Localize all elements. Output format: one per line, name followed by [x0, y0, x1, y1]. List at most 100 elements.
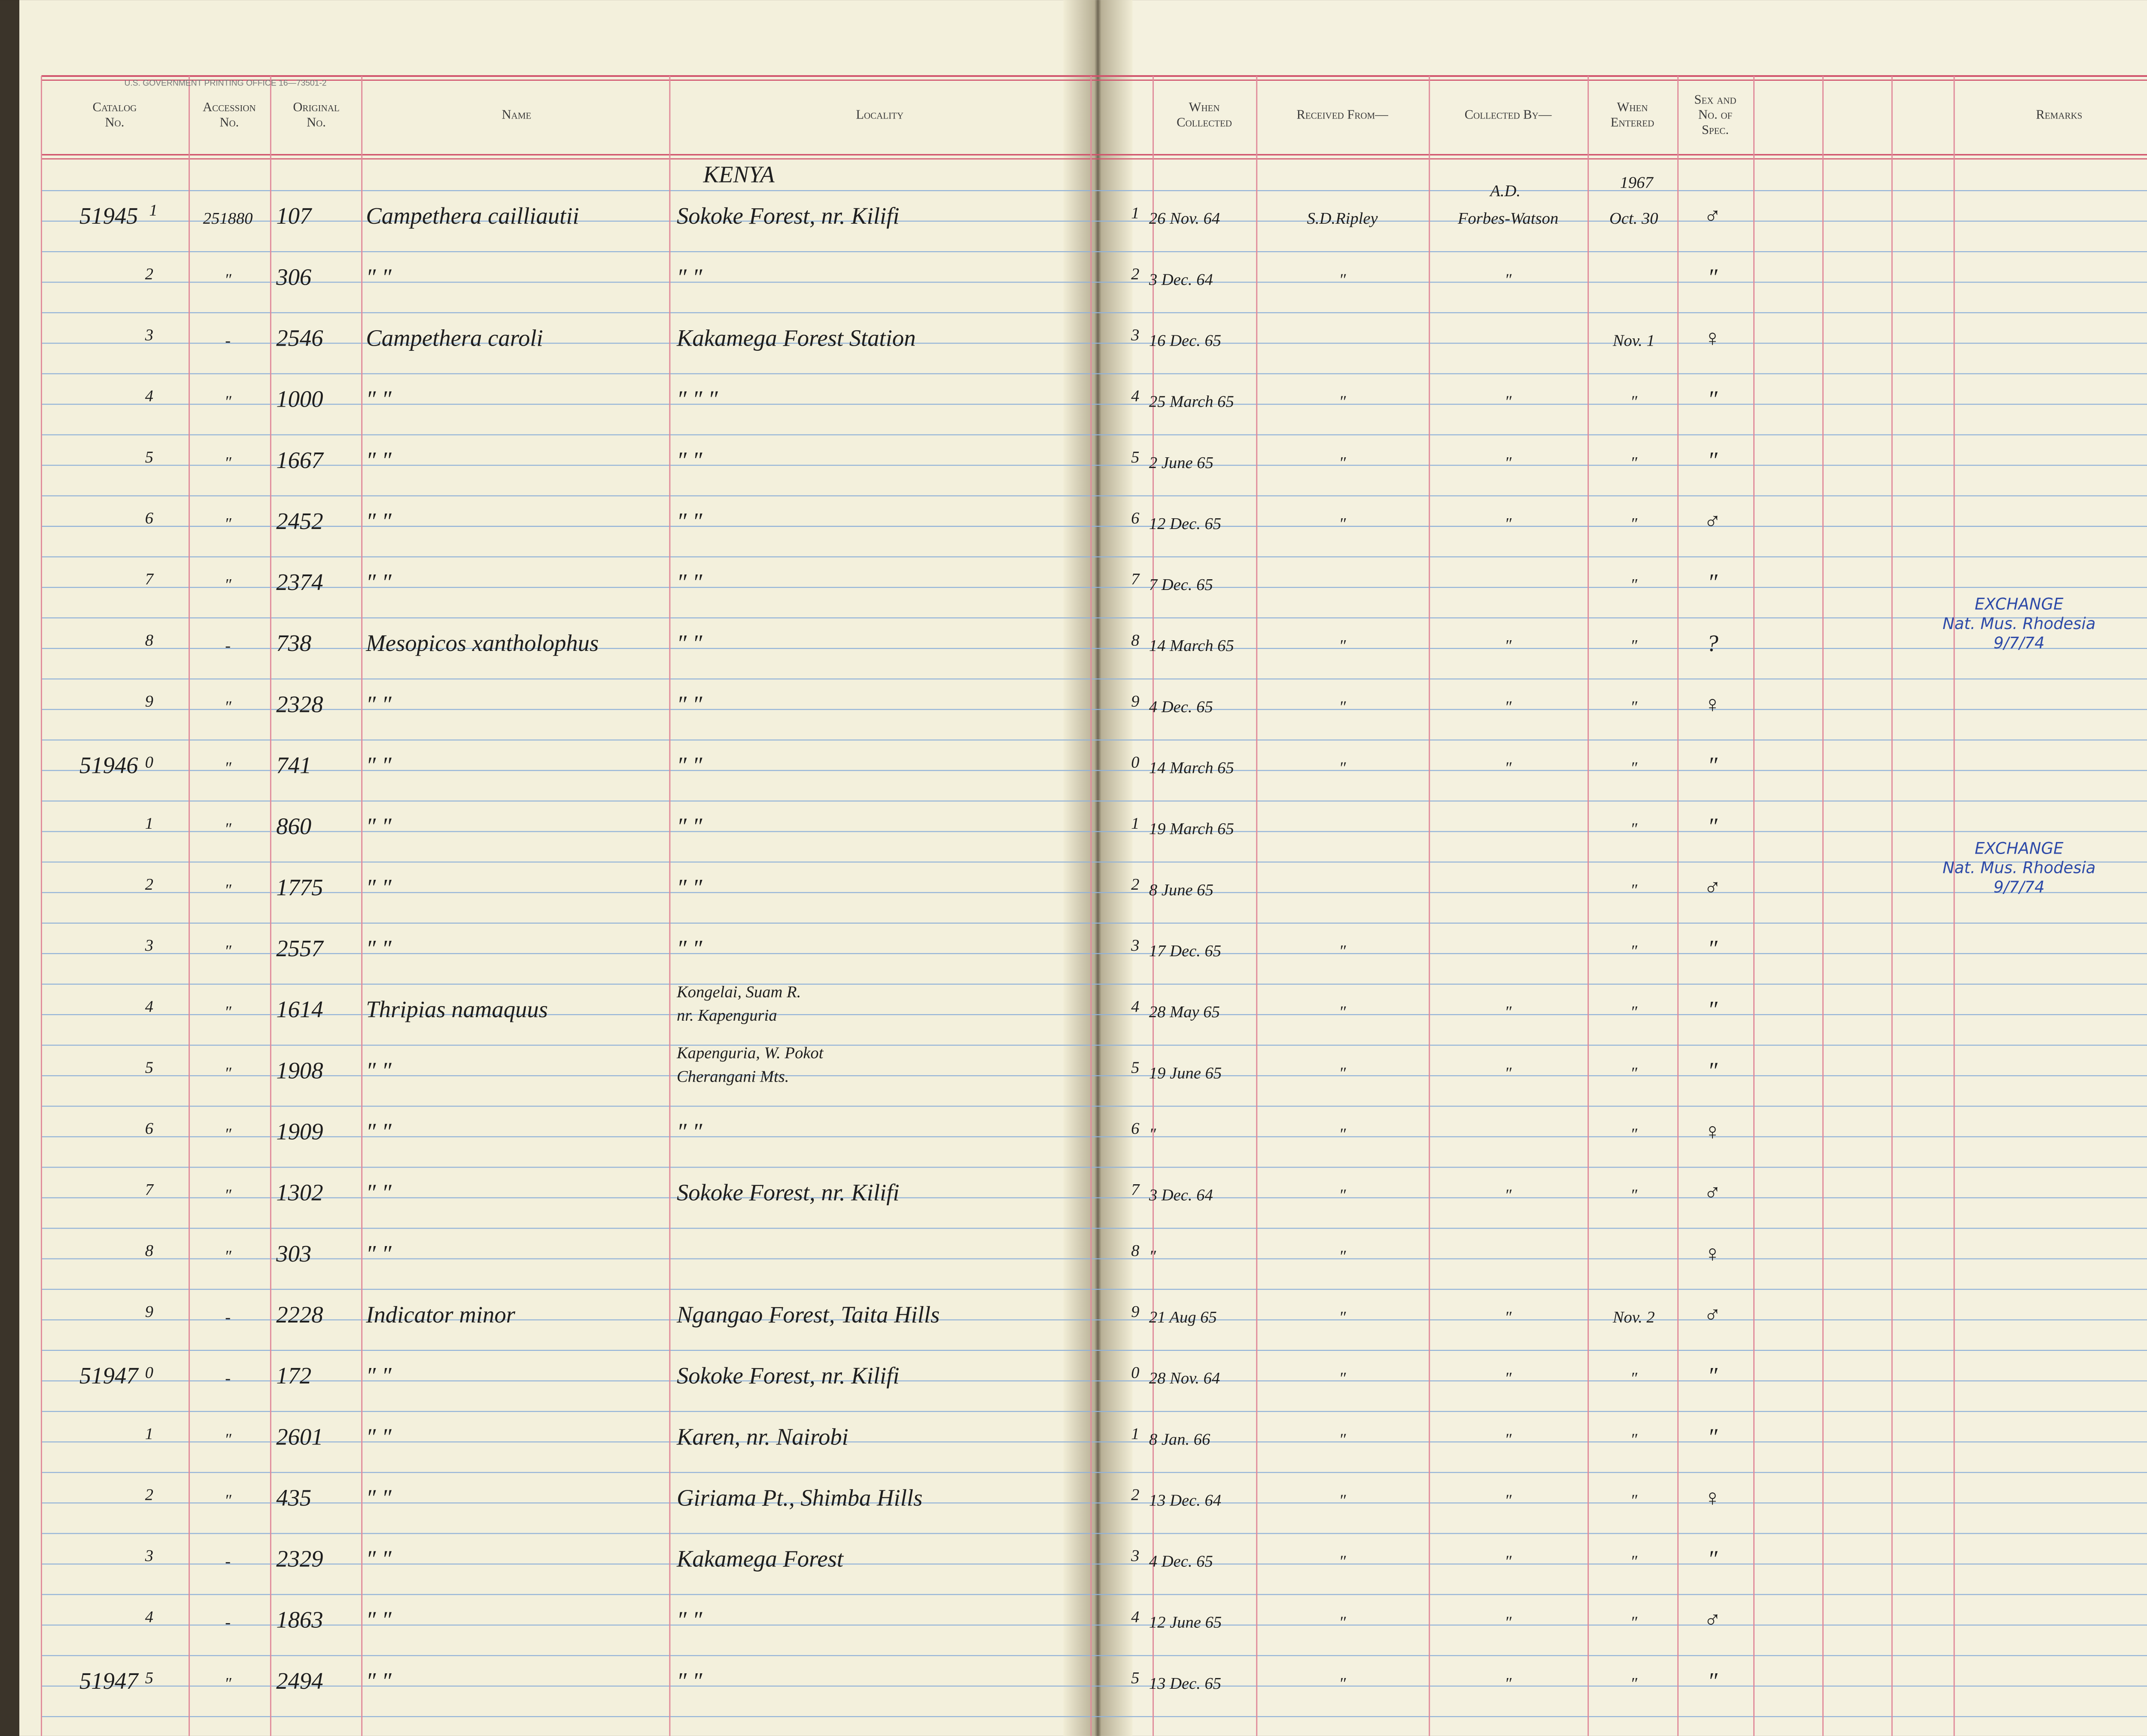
column-header: No. of: [1698, 107, 1732, 122]
by-cell: ″: [1505, 515, 1512, 533]
loc-cell: Sokoke Forest, nr. Kilifi: [677, 1180, 900, 1206]
by-cell: ″: [1505, 1491, 1512, 1509]
row-digit: 3: [1131, 936, 1139, 955]
row-digit: 6: [1131, 509, 1140, 527]
column-header: No.: [219, 115, 239, 129]
loc-cell: Kakamega Forest: [676, 1546, 844, 1572]
coll-cell: 2 June 65: [1149, 454, 1213, 472]
column-header: Original: [293, 100, 339, 114]
row-digit: 5: [145, 1669, 153, 1687]
coll-cell: 28 Nov. 64: [1149, 1369, 1220, 1387]
ruling: [41, 75, 2147, 1736]
row-digit: 7: [145, 1181, 154, 1199]
rec-cell: ″: [1339, 393, 1346, 411]
orig-cell: 2374: [276, 569, 323, 595]
sex-cell: ♀: [1704, 1240, 1721, 1267]
by-cell: ″: [1505, 271, 1512, 289]
by-cell: ″: [1505, 1003, 1512, 1021]
loc-cell: Cherangani Mts.: [677, 1067, 789, 1085]
remark: 9/7/74: [1994, 634, 2045, 652]
row-digit: 5: [145, 1058, 153, 1076]
row-digit: 9: [1131, 693, 1139, 711]
by-cell: ″: [1505, 1675, 1512, 1693]
rec-cell: ″: [1339, 637, 1346, 655]
column-header: Spec.: [1702, 122, 1729, 137]
name-cell: ″ ″: [366, 1118, 392, 1144]
ent-cell: ″: [1630, 454, 1638, 472]
rec-cell: ″: [1339, 1491, 1346, 1509]
row-digit: 6: [145, 509, 154, 527]
ent-cell: Nov. 1: [1612, 331, 1655, 350]
acc-cell: ″: [225, 1125, 232, 1143]
name-cell: ″ ″: [366, 813, 392, 839]
collector-initials: A.D.: [1489, 182, 1521, 200]
by-cell: ″: [1505, 1064, 1512, 1082]
column-header: Name: [502, 107, 531, 122]
sex-cell: ♂: [1704, 1607, 1721, 1633]
row-digit: 0: [1131, 754, 1139, 772]
ent-cell: ″: [1630, 881, 1638, 899]
p-cell: 51947: [79, 1362, 139, 1389]
coll-cell: 19 June 65: [1149, 1064, 1222, 1082]
by-cell: ″: [1505, 637, 1512, 655]
rec-cell: ″: [1339, 1369, 1346, 1387]
row-digit: 3: [1131, 1547, 1139, 1565]
by-cell: ″: [1505, 698, 1512, 716]
row-digit: 1: [1131, 1425, 1139, 1443]
remark: EXCHANGE: [1975, 595, 2064, 614]
ent-cell: ″: [1630, 1491, 1638, 1509]
ent-cell: ″: [1630, 1125, 1638, 1143]
orig-cell: 2546: [276, 325, 323, 351]
acc-cell: -: [225, 1553, 231, 1571]
ent-cell: ″: [1630, 1553, 1638, 1571]
by-cell: ″: [1505, 1186, 1512, 1204]
loc-cell: ″ ″: [677, 1668, 702, 1694]
acc-cell: ″: [225, 1675, 232, 1693]
acc-cell: ″: [225, 271, 232, 289]
coll-cell: 28 May 65: [1149, 1003, 1220, 1021]
column-header: Collected: [1177, 115, 1232, 129]
name-cell: ″ ″: [366, 752, 392, 778]
ent-cell: ″: [1630, 576, 1638, 594]
rec-cell: ″: [1339, 1614, 1346, 1632]
row-digit: 7: [145, 570, 154, 588]
sex-cell: ♂: [1704, 508, 1721, 534]
row-digit: 1: [145, 815, 153, 833]
loc-cell: Giriama Pt., Shimba Hills: [677, 1484, 922, 1511]
column-header: Remarks: [2036, 107, 2082, 122]
ent-cell: ″: [1630, 1003, 1638, 1021]
sex-cell: ″: [1708, 1423, 1718, 1450]
name-cell: ″ ″: [366, 1546, 392, 1572]
row-digit: 0: [1131, 1364, 1139, 1382]
acc-cell: ″: [225, 1430, 232, 1448]
row-digit: 3: [145, 1547, 153, 1565]
ent-cell: ″: [1630, 759, 1638, 777]
coll-cell: 4 Dec. 65: [1149, 1553, 1213, 1571]
sex-cell: ♀: [1704, 1484, 1721, 1511]
orig-cell: 1302: [276, 1180, 323, 1206]
acc-cell: ″: [225, 1491, 232, 1509]
row-digit: 5: [1131, 448, 1139, 466]
ent-cell: ″: [1630, 1430, 1638, 1448]
row-digit: 5: [1131, 1669, 1139, 1687]
column-header: Locality: [856, 107, 903, 122]
orig-cell: 303: [276, 1240, 311, 1267]
loc-cell: Sokoke Forest, nr. Kilifi: [677, 203, 900, 229]
name-cell: ″ ″: [366, 1484, 392, 1511]
orig-cell: 107: [276, 203, 313, 229]
name-cell: Thripias namaquus: [366, 996, 548, 1022]
orig-cell: 1667: [276, 447, 324, 473]
rec-cell: ″: [1339, 698, 1346, 716]
row-digit: 4: [145, 1608, 153, 1626]
rec-cell: ″: [1339, 454, 1346, 472]
row-digit: 6: [1131, 1120, 1140, 1138]
row-digit: 9: [1131, 1303, 1139, 1321]
acc-cell: ″: [225, 942, 232, 960]
row-digit: 3: [145, 326, 153, 344]
coll-cell: 26 Nov. 64: [1149, 210, 1220, 228]
printer-line: U.S. GOVERNMENT PRINTING OFFICE 16—73501…: [124, 79, 326, 88]
acc-cell: 251880: [203, 210, 253, 228]
sex-cell: ″: [1708, 386, 1718, 412]
